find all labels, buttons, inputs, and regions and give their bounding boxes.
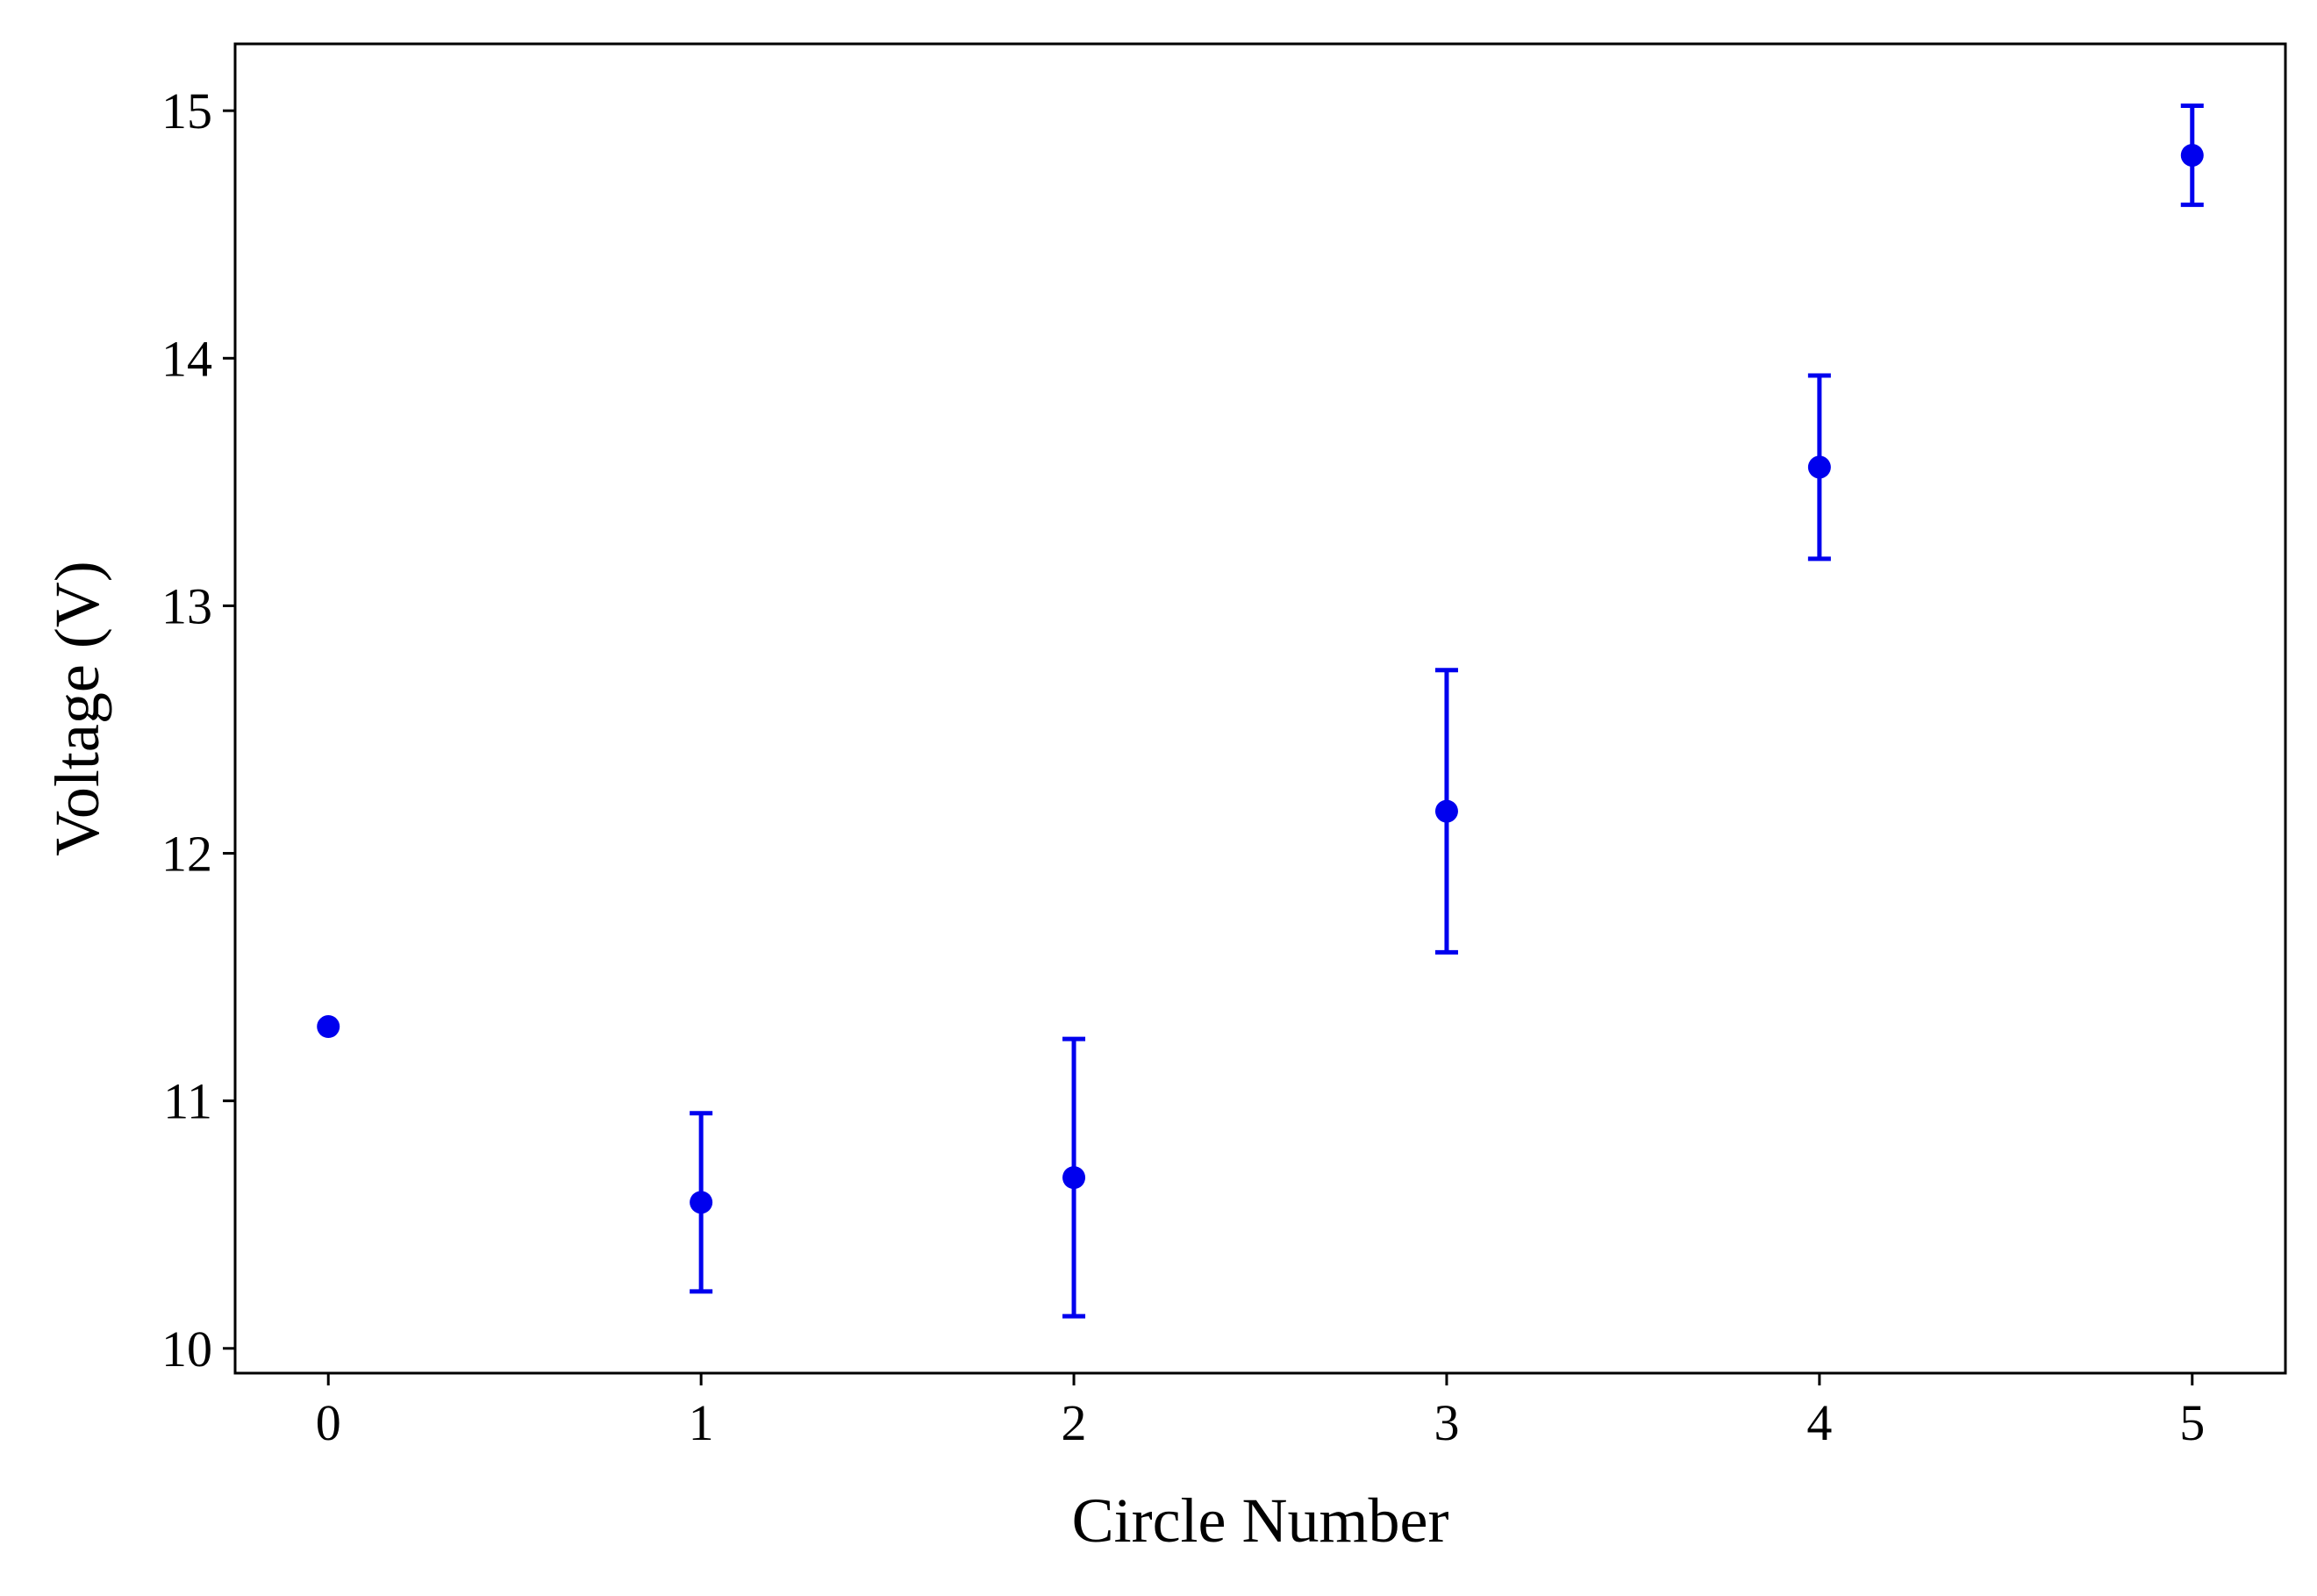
x-tick-label: 5 (2179, 1394, 2205, 1451)
x-tick-label: 3 (1434, 1394, 1459, 1451)
data-point (2180, 143, 2204, 167)
x-tick-label: 1 (689, 1394, 714, 1451)
y-tick-label: 10 (161, 1320, 212, 1378)
y-tick-label: 12 (161, 826, 212, 883)
y-axis: 10 11 12 13 14 15 (161, 82, 235, 1378)
y-tick-label: 15 (161, 82, 212, 140)
y-tick-label: 11 (163, 1073, 212, 1130)
data-point (317, 1015, 340, 1039)
y-tick-label: 13 (161, 577, 212, 634)
data-point (690, 1191, 713, 1214)
x-tick-label: 2 (1062, 1394, 1087, 1451)
plot-frame (233, 42, 2287, 1375)
x-axis: 0 1 2 3 4 5 (316, 1373, 2205, 1451)
x-axis-label: Circle Number (1072, 1485, 1449, 1556)
data-point (1434, 799, 1458, 823)
data-series (317, 104, 2204, 1319)
data-point (1062, 1166, 1086, 1190)
x-tick-label: 0 (316, 1394, 341, 1451)
data-point (1807, 455, 1831, 479)
y-tick-label: 14 (161, 330, 212, 387)
y-axis-label: Voltage (V) (42, 561, 112, 856)
x-tick-label: 4 (1806, 1394, 1832, 1451)
